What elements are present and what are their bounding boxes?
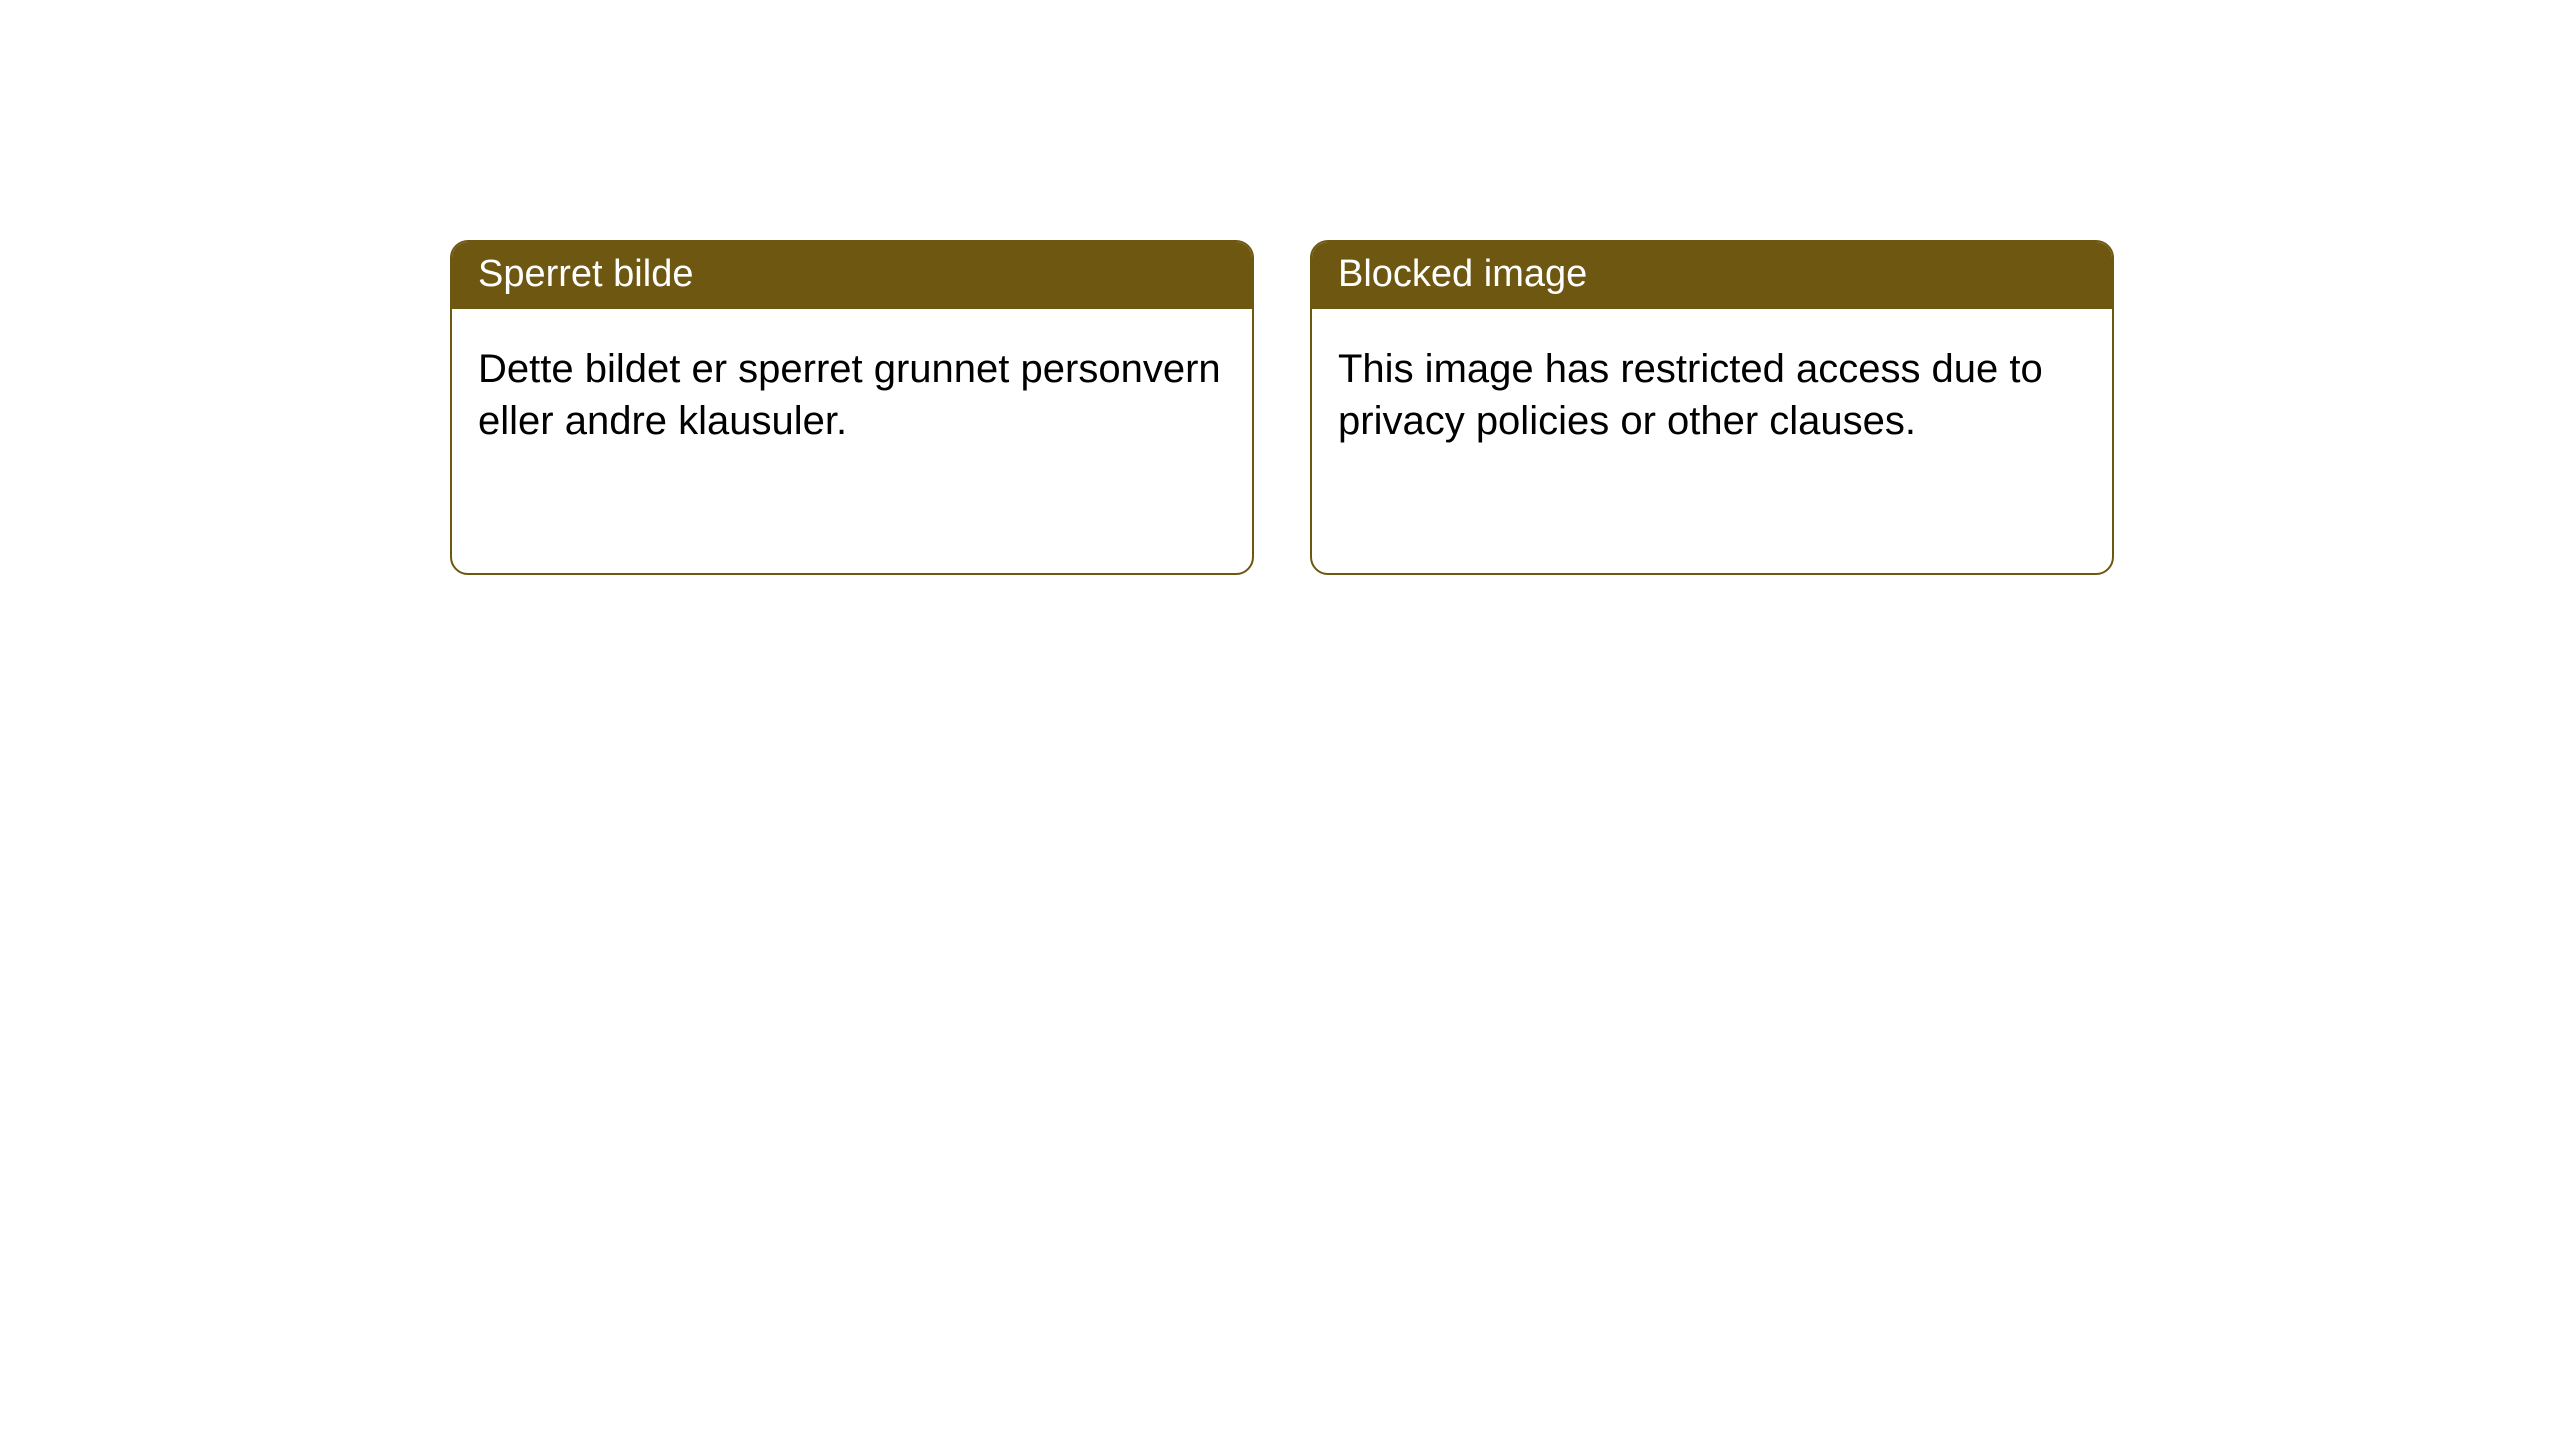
card-title-en: Blocked image: [1312, 242, 2112, 309]
notice-cards-container: Sperret bilde Dette bildet er sperret gr…: [0, 0, 2560, 575]
card-title-nb: Sperret bilde: [452, 242, 1252, 309]
blocked-notice-card-en: Blocked image This image has restricted …: [1310, 240, 2114, 575]
card-body-nb: Dette bildet er sperret grunnet personve…: [452, 309, 1252, 481]
blocked-notice-card-nb: Sperret bilde Dette bildet er sperret gr…: [450, 240, 1254, 575]
card-body-en: This image has restricted access due to …: [1312, 309, 2112, 481]
